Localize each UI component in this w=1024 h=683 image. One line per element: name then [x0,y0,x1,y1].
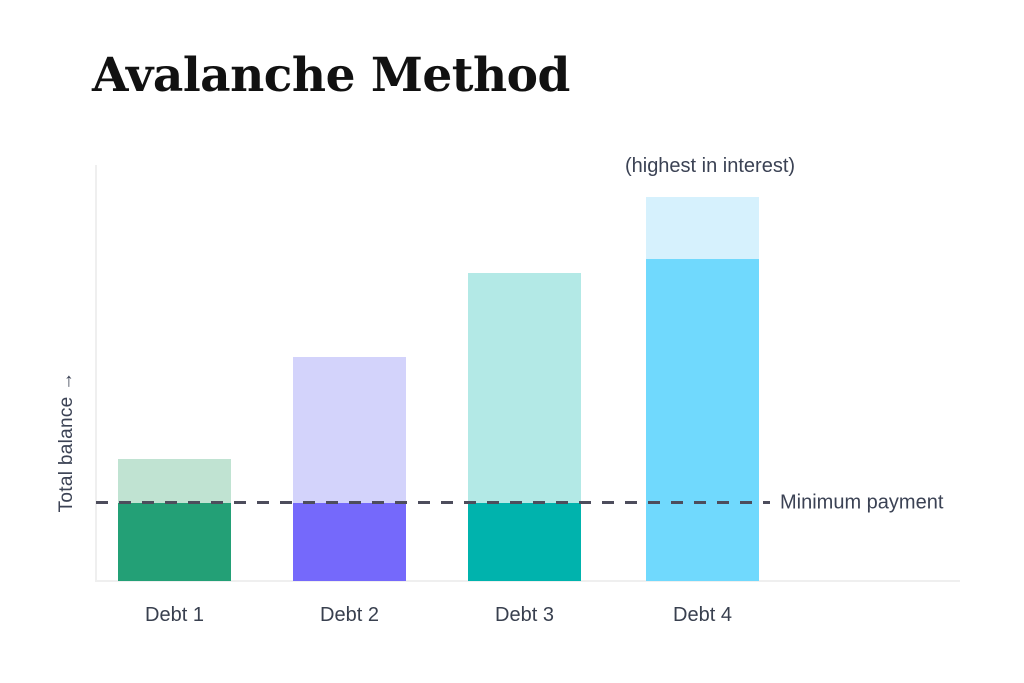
x-tick-label-debt-1: Debt 1 [145,604,204,626]
annotation-highest-in-interest: (highest in interest) [624,155,796,177]
bar-debt-2 [293,357,406,581]
x-tick-label-debt-3: Debt 3 [495,604,554,626]
bar-debt-4 [646,197,759,581]
bar-segment-balance-above-minimum [118,459,231,503]
page-title: Avalanche Method [92,48,570,103]
x-tick-label-debt-2: Debt 2 [320,604,379,626]
plot-area: Minimum payment Debt 1 Debt 2 Debt 3 Debt 4 [96,165,960,626]
bar-segment-minimum-payment [468,503,581,581]
y-axis-line [95,165,97,582]
bar-debt-1 [118,459,231,581]
x-tick-label-debt-4: Debt 4 [673,604,732,626]
x-axis-line [95,580,960,582]
bar-segment-balance-above-minimum [468,273,581,503]
bar-segment-balance-above-payment [646,197,759,259]
minimum-payment-label: Minimum payment [780,491,944,514]
minimum-payment-line [96,501,770,504]
bar-segment-balance-above-minimum [293,357,406,503]
y-axis-label: Total balance → [56,371,77,513]
bar-segment-minimum-payment [118,503,231,581]
bar-debt-3 [468,273,581,581]
bar-segment-minimum-payment [293,503,406,581]
bar-segment-focused-extra-payment [646,259,759,581]
